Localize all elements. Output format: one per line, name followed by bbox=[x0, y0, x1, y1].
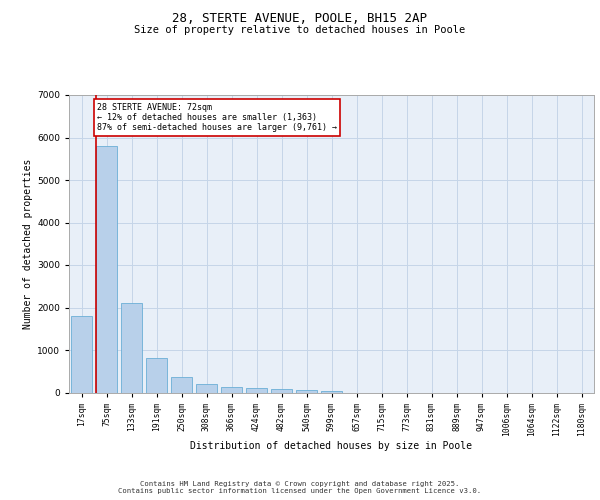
Bar bbox=[171, 377, 192, 392]
Y-axis label: Number of detached properties: Number of detached properties bbox=[23, 158, 33, 329]
Bar bbox=[221, 388, 242, 392]
Text: 28, STERTE AVENUE, POOLE, BH15 2AP: 28, STERTE AVENUE, POOLE, BH15 2AP bbox=[173, 12, 427, 26]
Bar bbox=[271, 389, 292, 392]
X-axis label: Distribution of detached houses by size in Poole: Distribution of detached houses by size … bbox=[191, 441, 473, 451]
Bar bbox=[246, 388, 267, 392]
Text: Contains HM Land Registry data © Crown copyright and database right 2025.
Contai: Contains HM Land Registry data © Crown c… bbox=[118, 481, 482, 494]
Bar bbox=[121, 303, 142, 392]
Bar bbox=[196, 384, 217, 392]
Text: Size of property relative to detached houses in Poole: Size of property relative to detached ho… bbox=[134, 25, 466, 35]
Bar bbox=[96, 146, 117, 392]
Bar bbox=[296, 390, 317, 392]
Bar bbox=[71, 316, 92, 392]
Bar bbox=[146, 358, 167, 392]
Bar bbox=[321, 391, 342, 392]
Text: 28 STERTE AVENUE: 72sqm
← 12% of detached houses are smaller (1,363)
87% of semi: 28 STERTE AVENUE: 72sqm ← 12% of detache… bbox=[97, 102, 337, 132]
